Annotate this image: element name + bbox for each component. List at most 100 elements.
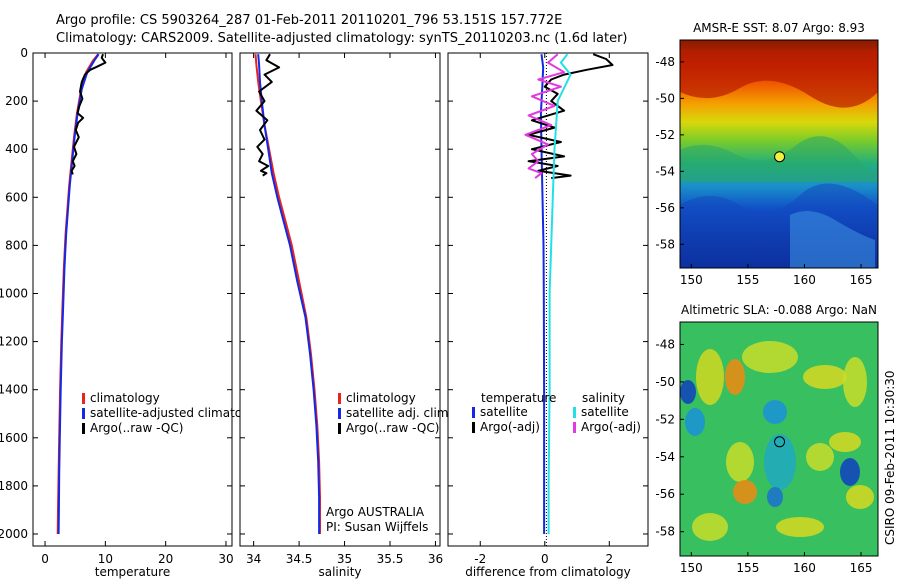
legend-label: satellite <box>581 405 629 419</box>
legend-label: satellite adj. clim. <box>346 406 452 420</box>
y-tick-label: -58 <box>655 237 675 251</box>
x-tick-label: 160 <box>793 273 816 287</box>
sla-anomaly-patch <box>733 480 757 504</box>
x-axis-label: temperature <box>95 565 170 579</box>
figure-title-line1: Argo profile: CS 5903264_287 01-Feb-2011… <box>56 13 562 28</box>
x-tick-label: 160 <box>793 561 816 575</box>
x-tick-label: 36 <box>428 552 443 566</box>
y-tick-label: 0 <box>20 46 28 60</box>
y-tick-label: 1200 <box>0 335 28 349</box>
x-tick-label: 20 <box>158 552 173 566</box>
y-tick-label: -56 <box>655 487 675 501</box>
y-tick-label: 1600 <box>0 431 28 445</box>
legend-swatch <box>472 422 475 433</box>
sla-anomaly-patch <box>767 487 783 507</box>
legend-label: Argo(..raw -QC) <box>90 421 183 435</box>
sla-anomaly-patch <box>840 458 860 486</box>
sla-anomaly-patch <box>680 380 696 404</box>
x-tick-label: 34 <box>246 552 261 566</box>
legend-swatch <box>82 408 85 419</box>
legend-swatch <box>338 423 341 434</box>
y-tick-label: 400 <box>5 142 28 156</box>
y-tick-label: -56 <box>655 201 675 215</box>
sla-anomaly-patch <box>829 432 861 452</box>
legend-label: satellite <box>480 405 528 419</box>
legend-swatch <box>338 393 341 404</box>
x-axis-label: salinity <box>318 565 361 579</box>
sla-anomaly-patch <box>742 341 798 373</box>
legend-title-temperature: temperature <box>481 391 556 405</box>
series-line-argo-raw-qc- <box>255 53 281 177</box>
x-tick-label: 155 <box>736 561 759 575</box>
series-line-satellite-adjusted-climatology <box>57 53 100 535</box>
series-line-satellite-adj-clim- <box>257 54 321 534</box>
sla-map-panel: Altimetric SLA: -0.088 Argo: NaN 150 155 16… <box>655 303 879 575</box>
x-tick-label: 155 <box>736 273 759 287</box>
y-tick-label: 2000 <box>0 527 28 541</box>
float-position-marker <box>774 436 786 448</box>
sla-anomaly-patch <box>846 485 874 509</box>
x-tick-label: 0 <box>41 552 49 566</box>
plot-frame <box>239 52 441 547</box>
x-tick-label: 35 <box>337 552 352 566</box>
series-line-argo-raw-qc- <box>70 53 107 175</box>
sla-anomaly-patch <box>776 517 824 537</box>
salinity-panel: 34 34.5 35 35.5 36 salinity climatologysatelli… <box>239 52 452 579</box>
series-line-temperature-argo-adj- <box>527 53 614 180</box>
x-tick-label: 2 <box>605 552 613 566</box>
float-position-marker <box>774 151 786 163</box>
legend-swatch <box>82 393 85 404</box>
sla-anomaly-patch <box>764 434 796 490</box>
x-tick-label: -2 <box>474 552 486 566</box>
x-tick-label: 150 <box>680 561 703 575</box>
series-line-salinity-satellite <box>547 53 572 534</box>
light-blue-eddy <box>790 211 875 268</box>
warm-front <box>680 50 878 108</box>
legend-label: Argo(-adj) <box>480 420 540 434</box>
pi-label: PI: Susan Wijffels <box>326 520 428 534</box>
y-tick-label: -58 <box>655 525 675 539</box>
sla-anomaly-patch <box>692 513 728 541</box>
sla-anomaly-patch <box>803 365 847 389</box>
x-tick-label: 34.5 <box>286 552 313 566</box>
y-tick-label: 1800 <box>0 479 28 493</box>
sla-anomaly-patch <box>696 349 724 405</box>
y-tick-label: -48 <box>655 337 675 351</box>
sla-anomaly-patch <box>725 359 745 395</box>
map-frame <box>679 39 879 269</box>
map-title: Altimetric SLA: -0.088 Argo: NaN <box>681 303 877 317</box>
legend-label: climatology <box>346 391 416 405</box>
legend-swatch <box>338 408 341 419</box>
legend-swatch <box>82 423 85 434</box>
legend-label: Argo(..raw -QC) <box>346 421 439 435</box>
map-title: AMSR-E SST: 8.07 Argo: 8.93 <box>693 21 865 35</box>
y-tick-label: -52 <box>655 412 675 426</box>
y-tick-label: -54 <box>655 164 675 178</box>
y-tick-label: -52 <box>655 128 675 142</box>
x-tick-label: 150 <box>680 273 703 287</box>
legend-label: Argo(-adj) <box>581 420 641 434</box>
legend-swatch <box>573 422 576 433</box>
y-tick-label: -50 <box>655 375 675 389</box>
figure-title-line2: Climatology: CARS2009. Satellite-adjuste… <box>56 31 628 46</box>
sla-anomaly-patch <box>763 400 787 424</box>
map-frame <box>679 321 879 557</box>
x-tick-label: 165 <box>850 561 873 575</box>
plot-frame <box>32 52 233 547</box>
sla-anomaly-patch <box>685 408 705 436</box>
float-owner-label: Argo AUSTRALIA <box>326 505 425 519</box>
temperature-panel: 0 10 20 30 0 200 400 600 800 1000 1200 1400 1600 1800… <box>0 46 268 579</box>
sla-anomaly-patch <box>726 442 754 482</box>
y-tick-label: 600 <box>5 190 28 204</box>
y-tick-label: -50 <box>655 91 675 105</box>
y-tick-label: 200 <box>5 94 28 108</box>
x-tick-label: 35.5 <box>377 552 404 566</box>
y-tick-label: -48 <box>655 55 675 69</box>
x-tick-label: 0 <box>541 552 549 566</box>
x-tick-label: 10 <box>98 552 113 566</box>
series-line-salinity-argo-adj- <box>524 53 566 179</box>
legend-swatch <box>573 407 576 418</box>
side-timestamp: CSIRO 09-Feb-2011 10:30:30 <box>883 370 897 545</box>
